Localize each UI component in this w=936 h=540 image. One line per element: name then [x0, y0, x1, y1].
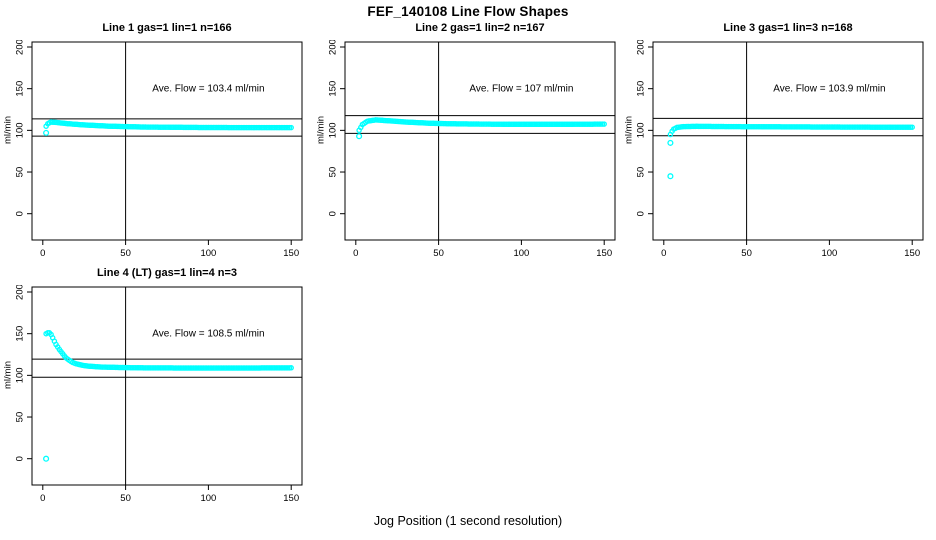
data-series	[667, 123, 915, 138]
y-tick-label: 200	[328, 40, 339, 55]
y-tick-label: 150	[636, 81, 647, 97]
y-tick-label: 100	[328, 122, 339, 138]
plot-area-line-4: 0 50 100 150 200 ml/min 0 50 100 150 Ave. Flow = 1…	[3, 285, 303, 504]
subplot-line-2: Line 2 gas=1 lin=2 n=167 0 50 100 150 200 ml/…	[313, 22, 625, 264]
plot-box	[344, 41, 616, 241]
y-tick-label: 100	[636, 122, 647, 138]
plot-box	[31, 41, 303, 241]
ave-flow-annotation: Ave. Flow = 108.5 ml/min	[152, 329, 264, 340]
data-point	[288, 365, 294, 371]
y-tick-label: 0	[15, 456, 26, 461]
y-tick-label: 100	[15, 367, 26, 383]
y-tick-label: 100	[15, 122, 26, 138]
y-tick-label: 50	[328, 167, 339, 178]
x-tick-label: 100	[821, 248, 837, 259]
outlier-point	[667, 173, 674, 180]
subplot-title-line-2: Line 2 gas=1 lin=2 n=167	[415, 22, 545, 34]
x-tick-label: 0	[40, 248, 45, 259]
data-point	[601, 121, 607, 127]
x-tick-label: 150	[904, 248, 920, 259]
ave-flow-annotation: Ave. Flow = 103.9 ml/min	[773, 84, 885, 95]
x-tick-label: 100	[200, 248, 216, 259]
y-axis-label: ml/min	[3, 361, 14, 389]
subplot-line-4: Line 4 (LT) gas=1 lin=4 n=3 0 50 100 150 200…	[0, 267, 312, 509]
y-axis-label: ml/min	[3, 116, 14, 144]
subplot-title-line-3: Line 3 gas=1 lin=3 n=168	[723, 22, 853, 34]
y-tick-label: 150	[328, 81, 339, 97]
y-axis-label: ml/min	[624, 116, 635, 144]
plot-area-line-1: 0 50 100 150 200 ml/min 0 50 100 150 Ave. Flow = 1…	[3, 40, 303, 259]
x-tick-label: 100	[513, 248, 529, 259]
shared-x-axis-label: Jog Position (1 second resolution)	[373, 514, 563, 528]
outlier-point	[356, 133, 363, 140]
subplot-line-3: Line 3 gas=1 lin=3 n=168 0 50 100 150 200 ml/…	[621, 22, 933, 264]
plot-box	[652, 41, 924, 241]
x-tick-label: 150	[596, 248, 612, 259]
plot-area-line-3: 0 50 100 150 200 ml/min 0 50 100 150 Ave. Flow = 1…	[624, 40, 924, 259]
subplot-title-line-1: Line 1 gas=1 lin=1 n=166	[102, 22, 232, 34]
data-series	[356, 117, 607, 134]
ave-flow-annotation: Ave. Flow = 103.4 ml/min	[152, 84, 264, 95]
x-tick-label: 50	[741, 248, 752, 259]
outlier-point	[667, 139, 674, 146]
y-axis-label: ml/min	[316, 116, 327, 144]
x-tick-label: 0	[353, 248, 358, 259]
ave-flow-annotation: Ave. Flow = 107 ml/min	[469, 84, 573, 95]
y-tick-label: 150	[15, 326, 26, 342]
data-series	[43, 119, 294, 131]
data-point	[909, 124, 915, 130]
y-tick-label: 0	[15, 211, 26, 216]
x-tick-label: 0	[661, 248, 666, 259]
y-tick-label: 0	[636, 211, 647, 216]
y-tick-label: 200	[15, 285, 26, 300]
outlier-point	[43, 129, 50, 136]
subplot-title-line-4: Line 4 (LT) gas=1 lin=4 n=3	[96, 267, 238, 279]
x-tick-label: 150	[283, 248, 299, 259]
x-tick-label: 100	[200, 493, 216, 504]
figure-title: FEF_140108 Line Flow Shapes	[367, 4, 569, 19]
y-tick-label: 200	[636, 40, 647, 55]
y-tick-label: 0	[328, 211, 339, 216]
subplot-line-1: Line 1 gas=1 lin=1 n=166 0 50 100 150 200 ml/…	[0, 22, 312, 264]
x-tick-label: 50	[120, 248, 131, 259]
data-series	[43, 330, 294, 371]
y-tick-label: 50	[15, 167, 26, 178]
x-tick-label: 150	[283, 493, 299, 504]
plot-area-line-2: 0 50 100 150 200 ml/min 0 50 100 150 Ave. Flow = 1…	[316, 40, 616, 259]
data-point	[288, 124, 294, 131]
y-tick-label: 150	[15, 81, 26, 97]
x-tick-label: 0	[40, 493, 45, 504]
x-tick-label: 50	[433, 248, 444, 259]
y-tick-label: 50	[636, 167, 647, 178]
plot-box	[31, 286, 303, 486]
outlier-point	[43, 455, 50, 462]
y-tick-label: 50	[15, 412, 26, 423]
x-tick-label: 50	[120, 493, 131, 504]
y-tick-label: 200	[15, 40, 26, 55]
